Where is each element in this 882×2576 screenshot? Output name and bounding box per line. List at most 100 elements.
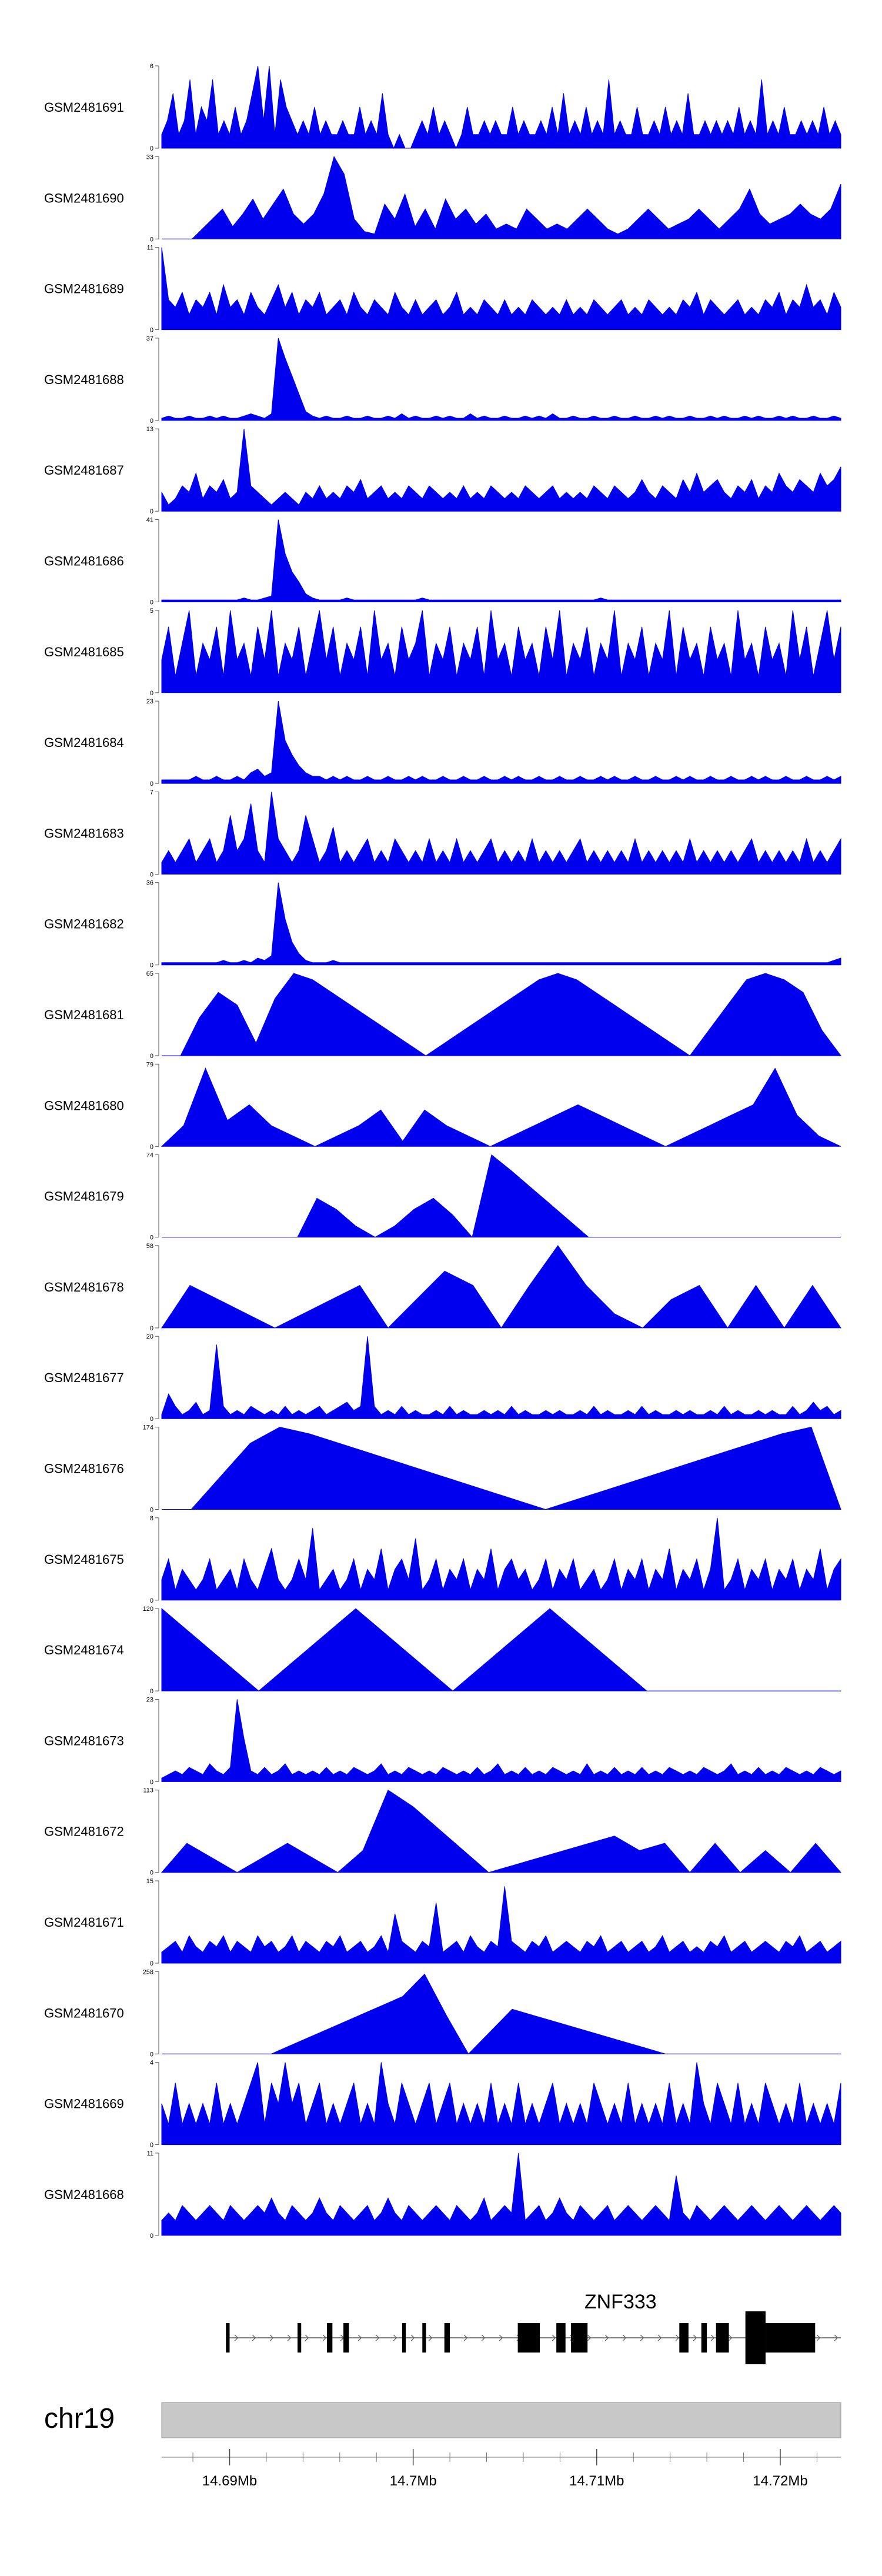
signal-area [161, 429, 841, 512]
strand-chevron [234, 2334, 239, 2341]
signal-area [161, 1517, 841, 1601]
track-GSM2481674: GSM2481674 120 0 [44, 1606, 841, 1695]
track-label: GSM2481674 [44, 1643, 124, 1657]
y-tick-label-min: 0 [150, 1597, 153, 1604]
gene-exon [571, 2323, 588, 2353]
track-label: GSM2481679 [44, 1189, 124, 1204]
track-GSM2481680: GSM2481680 79 0 [44, 1061, 841, 1150]
track-GSM2481688: GSM2481688 37 0 [44, 335, 841, 425]
gene-model-track: ZNF333 [226, 2291, 841, 2364]
gene-exon [343, 2323, 349, 2353]
signal-area [161, 247, 841, 331]
gene-exon [326, 2323, 333, 2353]
track-GSM2481669: GSM2481669 4 0 [44, 2060, 841, 2149]
strand-chevron [322, 2334, 327, 2341]
gene-exon [701, 2323, 707, 2353]
track-GSM2481679: GSM2481679 74 0 [44, 1152, 841, 1242]
strand-chevron [410, 2334, 415, 2341]
gene-exon [556, 2323, 566, 2353]
y-tick-label-min: 0 [150, 690, 153, 697]
strand-chevron [481, 2334, 486, 2341]
y-tick-label-min: 0 [150, 599, 153, 606]
signal-area [162, 1426, 841, 1510]
track-label: GSM2481678 [44, 1280, 124, 1294]
y-tick-label-max: 23 [146, 698, 153, 705]
track-label: GSM2481668 [44, 2187, 124, 2202]
y-tick-label-max: 113 [143, 1787, 153, 1794]
y-tick-label-max: 7 [150, 789, 153, 796]
track-label: GSM2481689 [44, 282, 124, 296]
strand-chevron [587, 2334, 592, 2341]
track-GSM2481687: GSM2481687 13 0 [44, 426, 841, 515]
y-tick-label-min: 0 [150, 2233, 153, 2240]
x-tick-label: 14.71Mb [569, 2473, 624, 2489]
y-tick-label-min: 0 [150, 508, 153, 515]
y-tick-label-max: 6 [150, 63, 153, 70]
signal-area [161, 2062, 841, 2145]
track-GSM2481668: GSM2481668 11 0 [44, 2150, 841, 2240]
y-tick-label-max: 13 [146, 426, 153, 433]
gene-exon [517, 2323, 540, 2353]
y-tick-label-max: 37 [146, 335, 153, 342]
strand-chevron [710, 2334, 715, 2341]
genome-axis: 14.69Mb 14.7Mb 14.71Mb 14.72Mb [162, 2449, 841, 2489]
y-tick-label-max: 74 [146, 1152, 153, 1159]
strand-chevron [269, 2334, 274, 2341]
chromosome-ideogram: chr19 [44, 2402, 841, 2438]
track-GSM2481690: GSM2481690 33 0 [44, 154, 841, 243]
track-label: GSM2481671 [44, 1915, 124, 1930]
signal-area [161, 1245, 841, 1329]
track-label: GSM2481680 [44, 1098, 124, 1113]
track-label: GSM2481669 [44, 2097, 124, 2111]
y-tick-label-max: 20 [146, 1333, 153, 1340]
y-tick-label-max: 5 [150, 608, 153, 615]
gene-exon [766, 2323, 816, 2353]
signal-area [161, 338, 841, 421]
y-tick-label-min: 0 [150, 1507, 153, 1514]
y-tick-label-min: 0 [150, 1870, 153, 1877]
signal-area [162, 156, 841, 239]
track-GSM2481686: GSM2481686 41 0 [44, 517, 841, 606]
track-GSM2481689: GSM2481689 11 0 [44, 245, 841, 334]
track-label: GSM2481690 [44, 191, 124, 205]
strand-chevron [640, 2334, 644, 2341]
signal-area [161, 1336, 841, 1419]
strand-chevron [428, 2334, 433, 2341]
strand-chevron [657, 2334, 662, 2341]
strand-chevron [252, 2334, 256, 2341]
y-tick-label-max: 120 [143, 1606, 153, 1613]
track-GSM2481673: GSM2481673 23 0 [44, 1696, 841, 1786]
track-label: GSM2481676 [44, 1461, 124, 1476]
y-tick-label-min: 0 [150, 1960, 153, 1967]
track-GSM2481683: GSM2481683 7 0 [44, 789, 841, 878]
signal-area [161, 1608, 841, 1691]
strand-chevron [693, 2334, 697, 2341]
y-tick-label-min: 0 [150, 1416, 153, 1423]
y-tick-label-min: 0 [150, 1143, 153, 1150]
track-GSM2481676: GSM2481676 174 0 [44, 1424, 841, 1514]
y-tick-label-min: 0 [150, 327, 153, 334]
track-label: GSM2481670 [44, 2006, 124, 2020]
strand-chevron [552, 2334, 556, 2341]
y-tick-label-min: 0 [150, 780, 153, 788]
track-GSM2481685: GSM2481685 5 0 [44, 608, 841, 697]
strand-chevron [463, 2334, 468, 2341]
signal-tracks: GSM248169160GSM2481690330GSM2481689110GS… [44, 63, 842, 2240]
y-tick-label-min: 0 [150, 871, 153, 878]
track-GSM2481671: GSM2481671 15 0 [44, 1878, 841, 1967]
y-tick-label-min: 0 [150, 236, 153, 243]
track-label: GSM2481688 [44, 372, 124, 387]
gene-exon [745, 2311, 766, 2364]
y-tick-label-min: 0 [150, 2051, 153, 2058]
strand-chevron [604, 2334, 609, 2341]
track-label: GSM2481691 [44, 100, 124, 115]
signal-area [161, 65, 841, 149]
track-label: GSM2481682 [44, 917, 124, 932]
track-label: GSM2481672 [44, 1824, 124, 1839]
chromosome-band [161, 2402, 841, 2438]
gene-exon [402, 2323, 406, 2353]
x-tick-label: 14.7Mb [390, 2473, 437, 2489]
strand-chevron [622, 2334, 627, 2341]
signal-area [161, 519, 841, 602]
